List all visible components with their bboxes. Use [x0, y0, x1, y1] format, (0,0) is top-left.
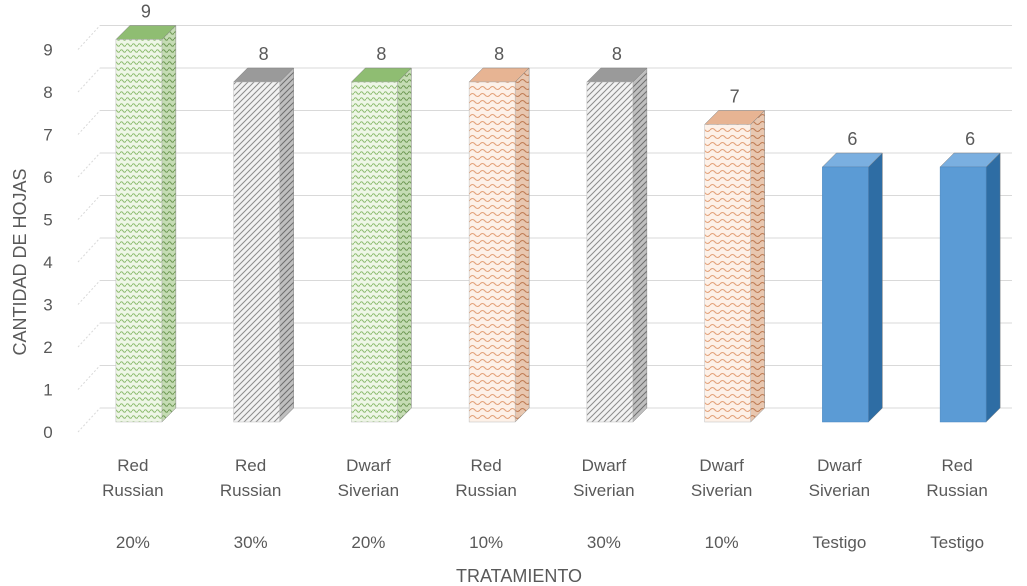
y-tick-label: 2	[43, 338, 52, 357]
bar-side	[397, 67, 412, 423]
category-label-variety: Dwarf	[817, 456, 862, 475]
x-axis-title: TRATAMIENTO	[456, 566, 582, 586]
y-tick-label: 7	[43, 126, 52, 145]
bar	[704, 109, 766, 423]
category-label-treatment: 10%	[705, 533, 739, 552]
category-label-variety: Russian	[926, 481, 987, 500]
gridline-wall	[77, 67, 101, 93]
y-tick-labels: 0 1 2 3 4 5 6 7 8 9	[43, 41, 52, 443]
data-label: 7	[730, 87, 740, 107]
y-tick-label: 8	[43, 83, 52, 102]
y-tick-label: 4	[43, 253, 52, 272]
category-label-variety: Dwarf	[582, 456, 627, 475]
category-label-variety: Siverian	[573, 481, 634, 500]
y-tick-label: 0	[43, 423, 52, 442]
gridline-wall	[77, 110, 101, 135]
category-label-variety: Red	[117, 456, 148, 475]
gridline-wall	[77, 152, 101, 178]
category-label-treatment: 20%	[116, 533, 150, 552]
bars	[115, 24, 1001, 423]
bar-front	[351, 81, 398, 423]
x-category-labels: Red Russian 20% Red Russian 30% Dwarf Siverian 2…	[102, 456, 988, 552]
bar	[233, 67, 295, 423]
y-tick-label: 5	[43, 211, 52, 230]
category-label-variety: Red	[942, 456, 973, 475]
data-labels: 9 8 8 8 8 7 6 6	[141, 2, 975, 150]
bar-side	[514, 67, 530, 423]
bar	[115, 24, 177, 423]
category-label-variety: Dwarf	[346, 456, 391, 475]
bar-front	[233, 81, 280, 423]
category-label-variety: Red	[235, 456, 266, 475]
bar-side	[279, 67, 294, 423]
bar-front	[468, 81, 516, 423]
bar-front	[115, 39, 163, 423]
gridline-wall	[77, 25, 101, 50]
gridline-wall	[77, 195, 101, 220]
category-label-treatment: Testigo	[812, 533, 866, 552]
category-label-variety: Siverian	[809, 481, 870, 500]
bar	[821, 152, 883, 423]
bar-side	[985, 152, 1001, 423]
gridline-wall	[77, 280, 101, 305]
bar-front	[939, 166, 987, 423]
data-label: 6	[847, 129, 857, 149]
bar-side	[750, 109, 765, 423]
data-label: 8	[494, 44, 504, 64]
gridline-wall	[77, 365, 101, 390]
bar	[939, 152, 1001, 423]
category-label-treatment: 30%	[587, 533, 621, 552]
gridline-wall	[77, 407, 101, 433]
category-label-variety: Red	[471, 456, 502, 475]
y-tick-label: 1	[43, 381, 52, 400]
bar	[468, 67, 530, 423]
gridline-wall	[77, 237, 101, 263]
bar	[350, 67, 412, 423]
category-label-treatment: Testigo	[930, 533, 984, 552]
data-label: 8	[259, 44, 269, 64]
category-label-variety: Russian	[102, 481, 163, 500]
bar-front	[822, 166, 869, 423]
y-tick-label: 6	[43, 168, 52, 187]
gridline-wall	[77, 322, 101, 348]
data-label: 8	[376, 44, 386, 64]
category-label-treatment: 30%	[234, 533, 268, 552]
category-label-treatment: 20%	[351, 533, 385, 552]
data-label: 6	[965, 129, 975, 149]
y-tick-label: 3	[43, 296, 52, 315]
data-label: 9	[141, 2, 151, 22]
category-label-treatment: 10%	[469, 533, 503, 552]
category-label-variety: Dwarf	[699, 456, 744, 475]
bar-front	[586, 81, 634, 423]
bar	[586, 67, 648, 423]
category-label-variety: Siverian	[691, 481, 752, 500]
bar-side	[868, 152, 883, 423]
data-label: 8	[612, 44, 622, 64]
category-label-variety: Russian	[455, 481, 516, 500]
bar-side	[161, 24, 177, 423]
bar-front	[704, 124, 751, 423]
category-label-variety: Siverian	[338, 481, 399, 500]
y-axis-title: CANTIDAD DE HOJAS	[10, 168, 30, 355]
y-tick-label: 9	[43, 41, 52, 60]
bar-side	[632, 67, 648, 423]
category-label-variety: Russian	[220, 481, 281, 500]
